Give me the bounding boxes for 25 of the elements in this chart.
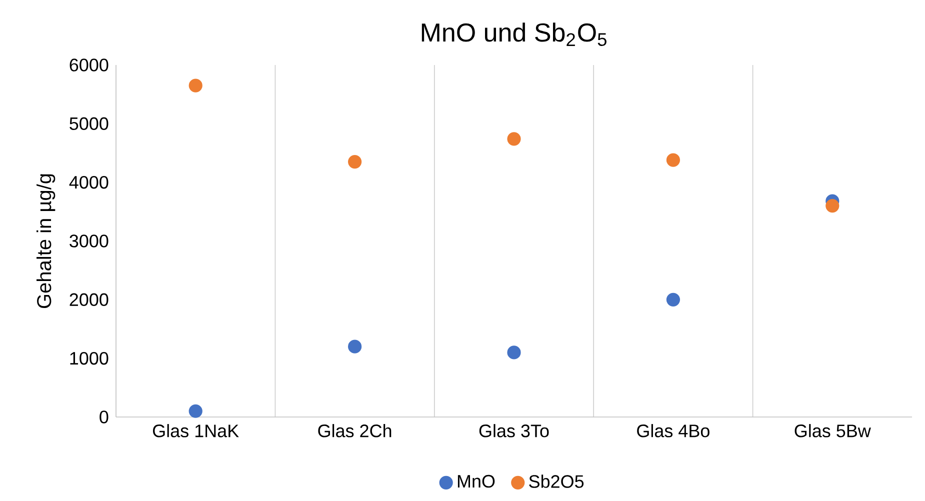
y-tick-label: 6000 [70, 58, 108, 72]
point [826, 199, 840, 213]
legend-label: MnO [458, 474, 495, 488]
x-tick-label: Glas 4Bo [637, 424, 710, 438]
point [348, 155, 362, 169]
point [188, 78, 202, 92]
x-tick-label: Glas 3To [479, 424, 549, 438]
x-tick-label: Glas 5Bw [794, 424, 871, 438]
chart-title: MnO und Sb$_{2}$O$_{5}$ [422, 22, 606, 46]
point [666, 153, 680, 167]
y-tick-label: 1000 [70, 352, 108, 365]
point [188, 404, 202, 418]
legend-label: Sb2O5 [529, 474, 584, 488]
point [348, 340, 362, 354]
y-tick-label: 0 [100, 410, 108, 424]
y-tick-label: 4000 [69, 176, 108, 189]
point [666, 292, 680, 306]
x-tick-label: Glas 1NaK [152, 424, 239, 438]
y-tick-label: 2000 [70, 293, 108, 306]
y-tick-label: 3000 [70, 234, 108, 248]
point [507, 346, 521, 360]
y-tick-label: 5000 [70, 117, 108, 130]
y-axis-title: Gehalte in µg/g [36, 174, 56, 308]
x-tick-label: Glas 2Ch [318, 424, 392, 438]
point [507, 132, 521, 146]
